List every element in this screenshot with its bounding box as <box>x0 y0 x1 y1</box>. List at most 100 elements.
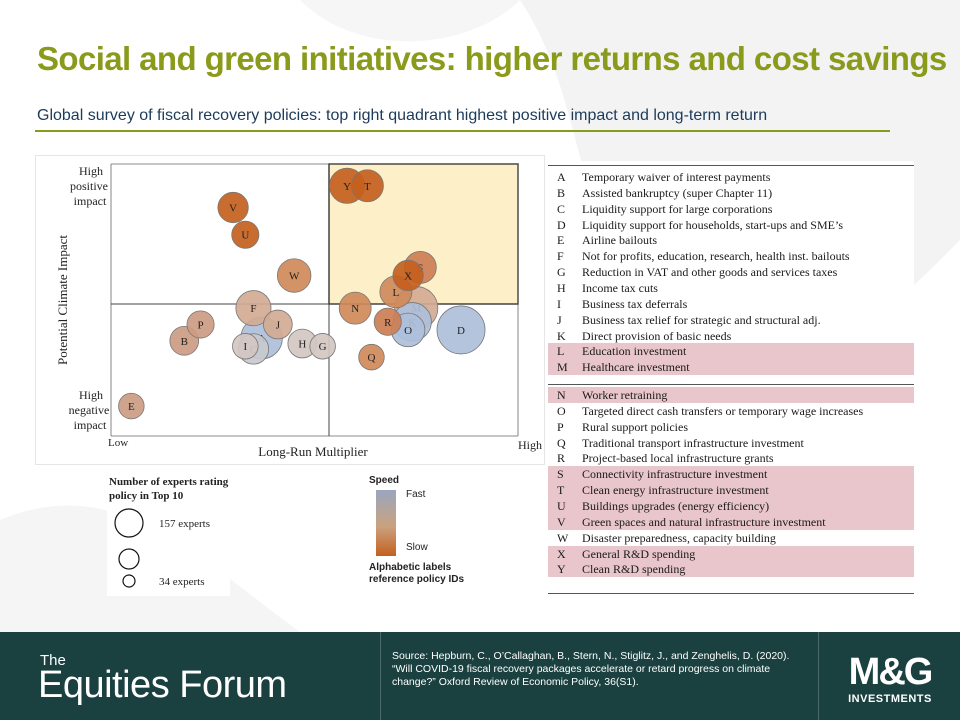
policy-point-g: G <box>309 333 336 360</box>
policy-text: Disaster preparedness, capacity building <box>582 530 776 545</box>
x-high-label: High <box>518 438 542 452</box>
scatter-chart: DMAKFYOWLNSTCVXBHJPRUEIQG High positive … <box>35 155 545 465</box>
policy-bubble <box>231 220 260 249</box>
policy-code: L <box>557 344 565 359</box>
policy-bubble-label: G <box>319 341 327 353</box>
policy-row-c: C Liquidity support for large corporation… <box>548 201 914 217</box>
brand-small-text: The <box>40 652 66 669</box>
size-legend-large-circle <box>114 508 144 538</box>
x-low-label: Low <box>108 437 128 449</box>
policy-text: Assisted bankruptcy (super Chapter 11) <box>582 185 773 200</box>
policy-code: Q <box>557 435 566 450</box>
policy-code: R <box>557 451 566 466</box>
policy-text: Connectivity infrastructure investment <box>582 467 768 482</box>
policy-bubble-label: Q <box>368 352 376 364</box>
policy-bubble <box>263 309 293 340</box>
policy-text: Project-based local infrastructure grant… <box>582 451 774 466</box>
policy-point-e: E <box>118 392 145 420</box>
x-axis-title: Long-Run Multiplier <box>258 444 368 459</box>
policy-row-q: Q Traditional transport infrastructure in… <box>548 435 914 451</box>
policy-bubble-label: Y <box>343 181 351 193</box>
policy-list-bottom-rule <box>548 593 914 594</box>
page-subtitle: Global survey of fiscal recovery policie… <box>37 107 768 124</box>
policy-bubble-label: L <box>393 287 400 299</box>
policy-bubble <box>338 291 372 325</box>
speed-legend: Speed Fast Slow Alphabetic labels refere… <box>366 472 486 592</box>
policy-row-j: J Business tax relief for strategic and s… <box>548 312 914 328</box>
policy-bubble <box>309 333 336 360</box>
policy-point-x: X <box>392 259 424 292</box>
mg-logo-subtext: INVESTMENTS <box>848 693 932 705</box>
speed-legend-title: Speed <box>369 475 400 486</box>
source-citation: Source: Hepburn, C., O’Callaghan, B., St… <box>392 650 790 688</box>
policy-text: Business tax relief for strategic and st… <box>582 312 821 327</box>
mg-logo: M&G INVESTMENTS <box>848 651 934 705</box>
policy-row-v: V Green spaces and natural infrastructure… <box>548 513 914 530</box>
policy-row-b: B Assisted bankruptcy (super Chapter 11) <box>548 185 914 201</box>
y-bottom-label-3: impact <box>74 418 107 432</box>
policy-bubble-label: O <box>404 325 412 337</box>
policy-row-o: O Targeted direct cash transfers or tempo… <box>548 403 914 419</box>
policy-row-h: H Income tax cuts <box>548 280 914 296</box>
policy-bubble-label: N <box>351 303 359 315</box>
policy-code: P <box>557 419 564 434</box>
policy-text: Clean R&D spending <box>582 562 686 577</box>
policy-row-u: U Buildings upgrades (energy efficiency) <box>548 498 914 514</box>
policy-bubble-label: I <box>243 341 247 353</box>
policy-list: A Temporary waiver of interest payments B A… <box>548 161 914 605</box>
policy-bubble <box>235 290 272 327</box>
speed-gradient-bar <box>376 490 396 556</box>
policy-point-h: H <box>287 328 318 359</box>
size-legend-title: Number of experts rating policy in Top 1… <box>109 476 229 502</box>
policy-text: Direct provision of basic needs <box>582 328 732 343</box>
policy-point-n: N <box>338 291 372 325</box>
policy-point-r: R <box>373 307 402 336</box>
y-top-label-1: High <box>79 164 103 178</box>
policy-code: Y <box>557 562 566 577</box>
policy-row-e: E Airline bailouts <box>548 232 914 248</box>
policy-code: F <box>557 249 564 264</box>
policy-row-m: M Healthcare investment <box>548 359 914 375</box>
policy-text: Healthcare investment <box>582 360 690 375</box>
policy-list-top-rule <box>548 165 914 166</box>
policy-code: D <box>557 217 566 232</box>
policy-row-l: L Education investment <box>548 343 914 360</box>
policy-point-f: F <box>235 290 272 327</box>
policy-bubble-label: V <box>229 203 237 215</box>
policy-bubble <box>118 392 145 420</box>
policy-code: O <box>557 403 566 418</box>
policy-bubble-label: D <box>457 325 465 337</box>
policy-bubble <box>358 343 385 371</box>
policy-row-i: I Business tax deferrals <box>548 296 914 312</box>
policy-text: Clean energy infrastructure investment <box>582 483 769 498</box>
policy-row-p: P Rural support policies <box>548 419 914 435</box>
policy-code: H <box>557 280 566 295</box>
policy-bubble <box>276 258 312 293</box>
policy-point-u: U <box>231 220 260 249</box>
size-legend-min: 34 experts <box>159 576 205 588</box>
policy-code: B <box>557 185 566 200</box>
policy-row-s: S Connectivity infrastructure investment <box>548 466 914 483</box>
size-legend-max: 157 experts <box>159 518 211 530</box>
policy-text: Liquidity support for large corporations <box>582 201 773 216</box>
policy-code: J <box>557 312 562 327</box>
policy-row-f: F Not for profits, education, research, h… <box>548 248 914 264</box>
policy-code: X <box>557 546 566 561</box>
policy-bubble <box>436 305 486 355</box>
footer-divider-left <box>380 632 381 720</box>
policy-code: M <box>557 360 568 375</box>
policy-text: Liquidity support for households, start-… <box>582 217 843 232</box>
policy-code: K <box>557 328 566 343</box>
policy-text: Worker retraining <box>582 388 668 403</box>
policy-point-q: Q <box>358 343 385 371</box>
subtitle-divider <box>35 130 890 132</box>
policy-text: Temporary waiver of interest payments <box>582 170 771 184</box>
policy-point-p: P <box>186 310 215 339</box>
policy-code: G <box>557 265 566 280</box>
policy-code: A <box>557 170 566 184</box>
policy-text: Education investment <box>582 344 687 359</box>
policy-text: Reduction in VAT and other goods and ser… <box>582 265 838 280</box>
size-legend-small-circle <box>122 574 136 588</box>
policy-point-i: I <box>232 333 259 360</box>
policy-bubble <box>373 307 402 336</box>
